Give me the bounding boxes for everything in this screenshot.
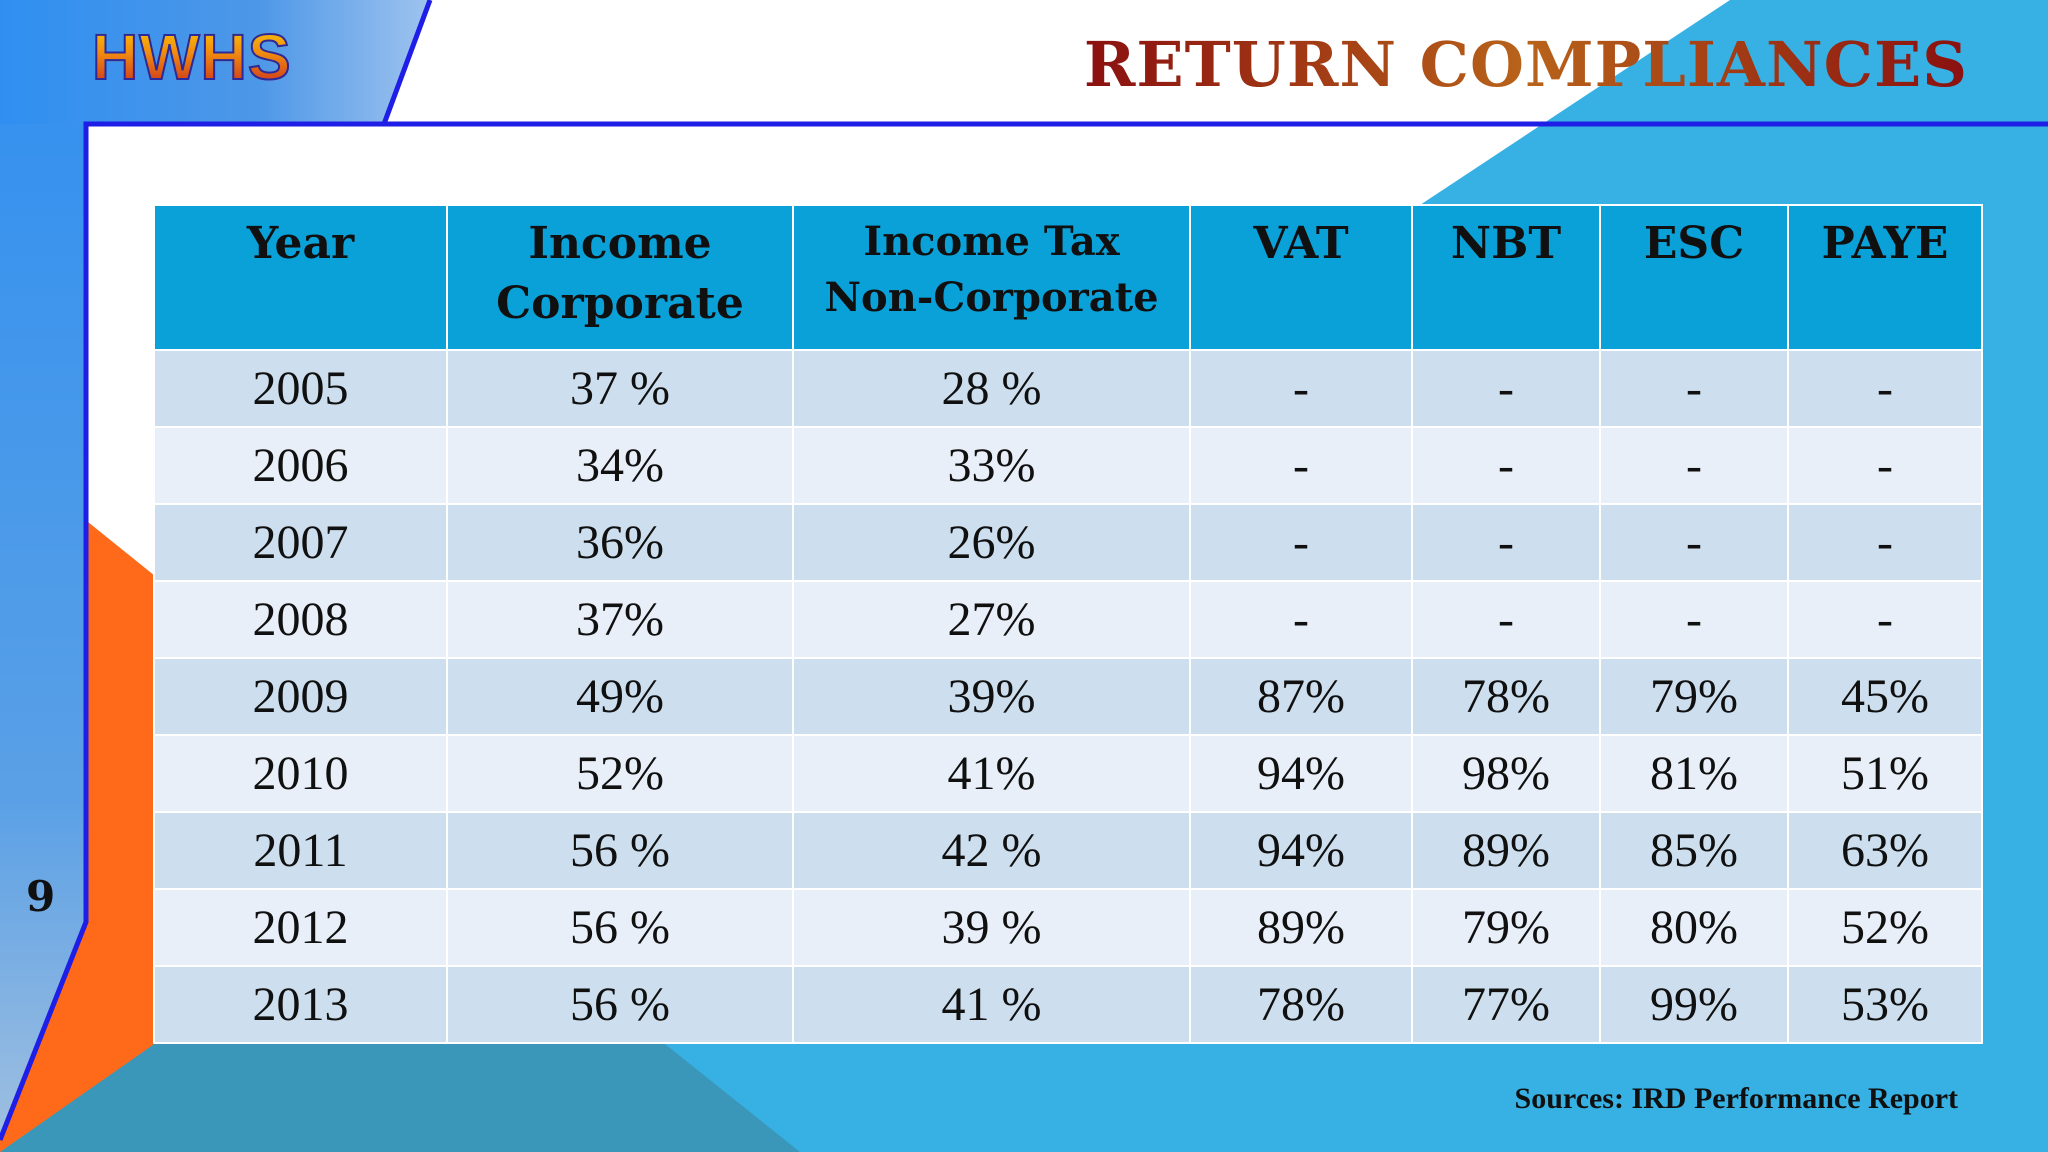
table-cell: 2010 (153, 734, 448, 813)
table-cell: - (1411, 580, 1601, 659)
column-header: Year (153, 204, 448, 351)
table-cell: 33% (792, 426, 1191, 505)
table-cell: - (1787, 349, 1983, 428)
table-cell: - (1411, 503, 1601, 582)
table-cell: 2012 (153, 888, 448, 967)
table-cell: 63% (1787, 811, 1983, 890)
column-header: NBT (1411, 204, 1601, 351)
frame-line-left (0, 121, 2048, 1141)
column-header: PAYE (1787, 204, 1983, 351)
dark-triangle (0, 1040, 800, 1152)
table-cell: 56 % (446, 888, 794, 967)
table-cell: 26% (792, 503, 1191, 582)
table-cell: 2013 (153, 965, 448, 1044)
table-cell: 56 % (446, 811, 794, 890)
table-cell: 52% (1787, 888, 1983, 967)
table-cell: 2006 (153, 426, 448, 505)
table-cell: - (1599, 503, 1789, 582)
table-cell: 89% (1411, 811, 1601, 890)
table-cell: - (1189, 349, 1413, 428)
table-cell: 2007 (153, 503, 448, 582)
slide-number: 9 (26, 872, 56, 921)
table-cell: 41 % (792, 965, 1191, 1044)
table-cell: 2011 (153, 811, 448, 890)
table-cell: - (1411, 426, 1601, 505)
table-row: 2006 34% 33% - - - - (153, 426, 1983, 505)
table-cell: 2009 (153, 657, 448, 736)
logo-band (0, 0, 430, 124)
table-cell: 79% (1411, 888, 1601, 967)
table-row: 2007 36% 26% - - - - (153, 503, 1983, 582)
table-row: 2005 37 % 28 % - - - - (153, 349, 1983, 428)
column-header: Income Tax Non-Corporate (792, 204, 1191, 351)
table-cell: 42 % (792, 811, 1191, 890)
table-cell: 28 % (792, 349, 1191, 428)
column-header: Income Corporate (446, 204, 794, 351)
table-cell: 52% (446, 734, 794, 813)
table-row: 2013 56 % 41 % 78% 77% 99% 53% (153, 965, 1983, 1044)
column-header: VAT (1189, 204, 1413, 351)
table-cell: - (1599, 426, 1789, 505)
table-cell: - (1189, 580, 1413, 659)
table-cell: 27% (792, 580, 1191, 659)
table-cell: 78% (1411, 657, 1601, 736)
table-cell: - (1189, 503, 1413, 582)
table-cell: 41% (792, 734, 1191, 813)
table-row: 2011 56 % 42 % 94% 89% 85% 63% (153, 811, 1983, 890)
table-cell: 56 % (446, 965, 794, 1044)
table-cell: 89% (1189, 888, 1413, 967)
table-cell: 81% (1599, 734, 1789, 813)
sources-note: Sources: IRD Performance Report (1514, 1082, 1958, 1115)
table-cell: - (1189, 426, 1413, 505)
table-row: 2012 56 % 39 % 89% 79% 80% 52% (153, 888, 1983, 967)
table-row: 2009 49% 39% 87% 78% 79% 45% (153, 657, 1983, 736)
table-cell: - (1787, 426, 1983, 505)
table-cell: - (1411, 349, 1601, 428)
table-cell: 36% (446, 503, 794, 582)
table-cell: 99% (1599, 965, 1789, 1044)
table-cell: - (1787, 503, 1983, 582)
table-cell: 78% (1189, 965, 1413, 1044)
left-strip (0, 0, 88, 1140)
table-cell: 53% (1787, 965, 1983, 1044)
table-cell: 79% (1599, 657, 1789, 736)
table-cell: 45% (1787, 657, 1983, 736)
brand-logo: HWHS (91, 20, 292, 94)
table-cell: 39% (792, 657, 1191, 736)
column-header: ESC (1599, 204, 1789, 351)
table-cell: 2008 (153, 580, 448, 659)
table-cell: 2005 (153, 349, 448, 428)
compliance-table: Year Income Corporate Income Tax Non-Corpo… (153, 204, 1983, 1044)
slide-title: RETURN COMPLIANCES (1083, 28, 1968, 101)
table-cell: 51% (1787, 734, 1983, 813)
table-header-row: Year Income Corporate Income Tax Non-Corpo… (153, 204, 1983, 351)
table-cell: 39 % (792, 888, 1191, 967)
table-cell: - (1599, 349, 1789, 428)
table-cell: 34% (446, 426, 794, 505)
table-cell: 94% (1189, 811, 1413, 890)
table-cell: 37% (446, 580, 794, 659)
table-cell: - (1599, 580, 1789, 659)
table-cell: 85% (1599, 811, 1789, 890)
table-cell: 80% (1599, 888, 1789, 967)
table-cell: 87% (1189, 657, 1413, 736)
table-row: 2008 37% 27% - - - - (153, 580, 1983, 659)
table-cell: 49% (446, 657, 794, 736)
table-cell: - (1787, 580, 1983, 659)
table-cell: 94% (1189, 734, 1413, 813)
table-cell: 37 % (446, 349, 794, 428)
table-row: 2010 52% 41% 94% 98% 81% 51% (153, 734, 1983, 813)
table-cell: 98% (1411, 734, 1601, 813)
table-cell: 77% (1411, 965, 1601, 1044)
